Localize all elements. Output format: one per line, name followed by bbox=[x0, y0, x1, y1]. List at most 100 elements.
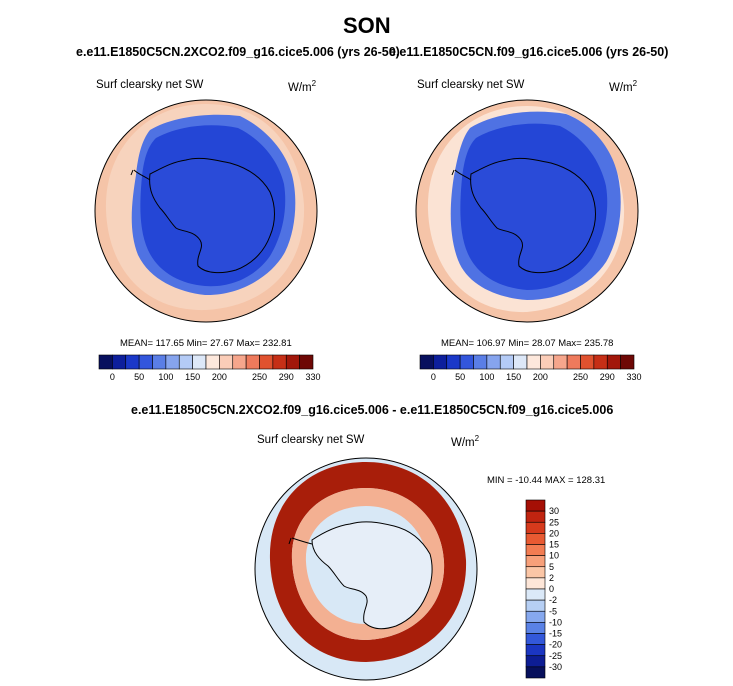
colorbar-swatch bbox=[525, 666, 546, 679]
colorbar-tick-label: 290 bbox=[279, 372, 294, 382]
colorbar-swatch bbox=[553, 354, 568, 370]
diff-antarctica bbox=[311, 521, 433, 630]
right-map bbox=[415, 99, 639, 323]
diff-units-label: W/m2 bbox=[451, 434, 479, 449]
colorbar-swatch bbox=[165, 354, 180, 370]
colorbar-tick-label: 330 bbox=[305, 372, 320, 382]
colorbar-tick-label: 0 bbox=[431, 372, 436, 382]
diff-panel-title: e.e11.E1850C5CN.2XCO2.f09_g16.cice5.006 … bbox=[131, 403, 614, 417]
right-stats: MEAN= 106.97 Min= 28.07 Max= 235.78 bbox=[441, 338, 614, 349]
colorbar-swatch bbox=[606, 354, 621, 370]
colorbar-swatch bbox=[525, 510, 546, 523]
colorbar-swatch bbox=[125, 354, 140, 370]
colorbar-tick-label: 200 bbox=[533, 372, 548, 382]
colorbar-swatch bbox=[593, 354, 608, 370]
colorbar-swatch bbox=[192, 354, 207, 370]
colorbar-tick-label: 200 bbox=[212, 372, 227, 382]
colorbar-swatch bbox=[525, 588, 546, 601]
right-units-sup: 2 bbox=[632, 79, 638, 88]
left-antarctica bbox=[149, 157, 275, 274]
colorbar-swatch bbox=[446, 354, 461, 370]
colorbar-swatch bbox=[112, 354, 127, 370]
left-map bbox=[94, 99, 318, 323]
colorbar-swatch bbox=[525, 577, 546, 590]
colorbar-tick-label: 250 bbox=[252, 372, 267, 382]
colorbar-swatch bbox=[205, 354, 220, 370]
colorbar-tick-label: -30 bbox=[549, 662, 562, 672]
left-units-sup: 2 bbox=[311, 79, 317, 88]
colorbar-tick-label: -25 bbox=[549, 651, 562, 661]
colorbar-swatch bbox=[98, 354, 113, 370]
colorbar-swatch bbox=[513, 354, 528, 370]
colorbar-tick-label: 25 bbox=[549, 517, 559, 527]
colorbar-tick-label: -15 bbox=[549, 629, 562, 639]
colorbar-swatch bbox=[525, 655, 546, 668]
colorbar-tick-label: 0 bbox=[110, 372, 115, 382]
diff-map-border bbox=[254, 457, 478, 681]
colorbar-tick-label: 15 bbox=[549, 540, 559, 550]
diff-peninsula bbox=[288, 537, 313, 545]
diff-stats: MIN = -10.44 MAX = 128.31 bbox=[487, 475, 606, 486]
left-units: W/m bbox=[288, 81, 312, 94]
colorbar-tick-label: -20 bbox=[549, 640, 562, 650]
colorbar-tick-label: 100 bbox=[479, 372, 494, 382]
colorbar-swatch bbox=[473, 354, 488, 370]
colorbar-swatch bbox=[525, 566, 546, 579]
right-panel-title: e.e11.E1850C5CN.f09_g16.cice5.006 (yrs 2… bbox=[389, 45, 669, 59]
colorbar-swatch bbox=[419, 354, 434, 370]
colorbar-tick-label: 2 bbox=[549, 573, 554, 583]
season-title: SON bbox=[343, 13, 391, 38]
colorbar-swatch bbox=[285, 354, 300, 370]
colorbar-tick-label: 5 bbox=[549, 562, 554, 572]
colorbar-tick-label: 50 bbox=[455, 372, 465, 382]
right-units: W/m bbox=[609, 81, 633, 94]
colorbar-tick-label: 50 bbox=[134, 372, 144, 382]
right-peninsula bbox=[451, 169, 472, 181]
colorbar-swatch bbox=[178, 354, 193, 370]
colorbar-tick-label: 250 bbox=[573, 372, 588, 382]
colorbar-tick-label: 100 bbox=[158, 372, 173, 382]
colorbar-tick-label: -5 bbox=[549, 606, 557, 616]
diff-variable-label: Surf clearsky net SW bbox=[257, 434, 365, 446]
colorbar-tick-label: -10 bbox=[549, 617, 562, 627]
colorbar-swatch bbox=[525, 499, 546, 512]
colorbar-tick-label: 150 bbox=[506, 372, 521, 382]
left-peninsula bbox=[130, 169, 151, 181]
colorbar-swatch bbox=[272, 354, 287, 370]
colorbar-swatch bbox=[219, 354, 234, 370]
colorbar-swatch bbox=[566, 354, 581, 370]
colorbar-tick-label: 330 bbox=[626, 372, 641, 382]
left-variable-label: Surf clearsky net SW bbox=[96, 79, 204, 91]
colorbar-swatch bbox=[525, 599, 546, 612]
colorbar-tick-label: 30 bbox=[549, 506, 559, 516]
colorbar-swatch bbox=[525, 633, 546, 645]
colorbar-tick-label: 20 bbox=[549, 528, 559, 538]
left-units-label: W/m2 bbox=[288, 79, 316, 94]
colorbar-swatch bbox=[580, 354, 595, 370]
colorbar-swatch bbox=[525, 555, 546, 568]
colorbar-swatch bbox=[620, 354, 635, 370]
diff-units: W/m bbox=[451, 436, 475, 449]
colorbar-swatch bbox=[525, 610, 546, 623]
colorbar-tick-label: 10 bbox=[549, 551, 559, 561]
colorbar-swatch bbox=[525, 533, 546, 545]
colorbar-swatch bbox=[525, 544, 546, 556]
colorbar-tick-label: 290 bbox=[600, 372, 615, 382]
colorbar-swatch bbox=[299, 354, 314, 370]
left-stats: MEAN= 117.65 Min= 27.67 Max= 232.81 bbox=[120, 338, 292, 349]
colorbar-tick-label: -2 bbox=[549, 595, 557, 605]
left-panel-title: e.e11.E1850C5CN.2XCO2.f09_g16.cice5.006 … bbox=[76, 45, 400, 59]
colorbars: 0 50 100 150 200 250 290 330 0 50 100 150 200 250 290 3… bbox=[98, 354, 642, 679]
right-units-label: W/m2 bbox=[609, 79, 637, 94]
colorbar-swatch bbox=[245, 354, 260, 370]
colorbar-swatch bbox=[525, 622, 546, 634]
colorbar-swatch bbox=[138, 354, 153, 370]
colorbar-swatch bbox=[433, 354, 448, 370]
colorbar-swatch bbox=[526, 354, 541, 370]
colorbar-swatch bbox=[259, 354, 274, 370]
colorbar-tick-label: 0 bbox=[549, 584, 554, 594]
colorbar-swatch bbox=[459, 354, 474, 370]
colorbar-swatch bbox=[525, 521, 546, 534]
right-variable-label: Surf clearsky net SW bbox=[417, 79, 525, 91]
